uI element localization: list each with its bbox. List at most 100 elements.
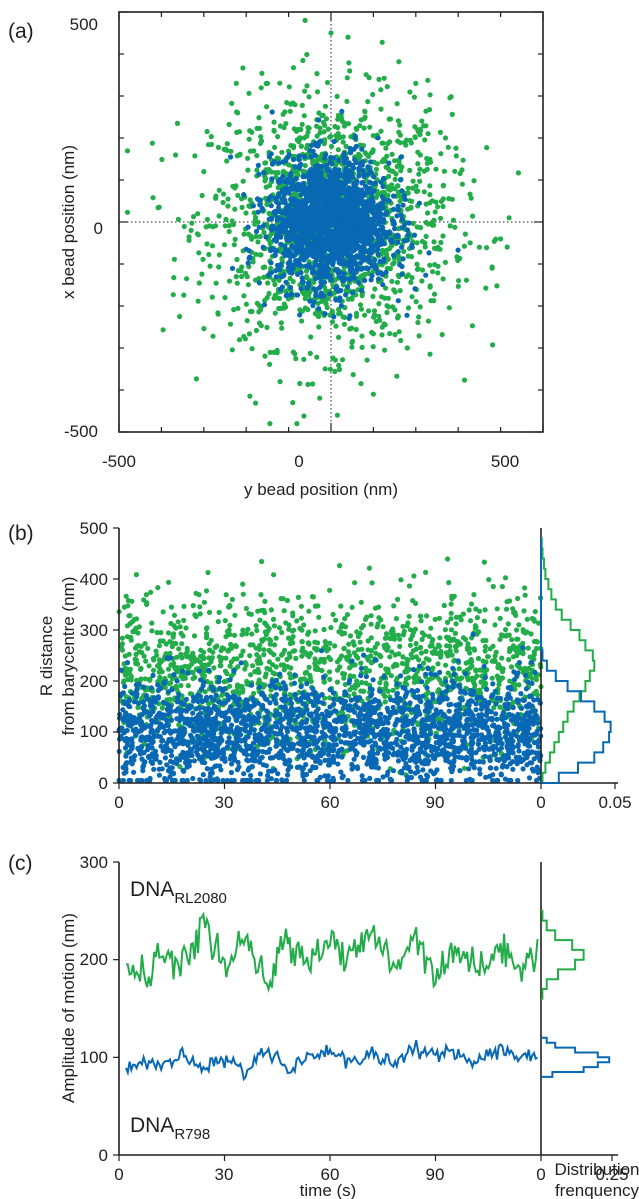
scatter-point-blue (305, 243, 311, 250)
scatter-point-green (431, 239, 437, 245)
scatter-point-green (244, 318, 250, 324)
scatter-point-blue (334, 267, 341, 273)
scatter-point-blue (346, 244, 352, 250)
scatter-point-green (513, 627, 520, 633)
scatter-point-green (434, 246, 440, 252)
scatter-point-blue (353, 143, 359, 149)
scatter-point-green (357, 639, 363, 645)
scatter-point-green (280, 111, 286, 117)
scatter-point-blue (336, 259, 342, 266)
scatter-point-green (293, 356, 299, 362)
scatter-point-green (405, 305, 412, 311)
scatter-point-green (240, 65, 246, 71)
scatter-point-green (231, 632, 238, 638)
scatter-point-blue (520, 766, 526, 772)
scatter-point-green (503, 606, 510, 612)
scatter-point-blue (367, 199, 374, 205)
scatter-point-green (459, 181, 465, 187)
scatter-point-green (274, 347, 280, 353)
scatter-point-green (245, 282, 251, 288)
scatter-point-green (427, 92, 433, 98)
scatter-point-green (433, 166, 439, 172)
scatter-point-blue (338, 208, 344, 214)
scatter-point-green (446, 305, 452, 311)
scatter-point-blue (312, 236, 318, 242)
scatter-point-green (171, 631, 177, 637)
scatter-point-green (468, 195, 474, 201)
scatter-point-green (489, 265, 495, 271)
scatter-point-blue (391, 206, 397, 212)
scatter-point-green (312, 639, 318, 645)
scatter-point-green (462, 636, 469, 643)
scatter-point-blue (380, 175, 387, 182)
scatter-point-green (240, 178, 246, 184)
scatter-point-green (272, 310, 278, 316)
scatter-point-green (258, 134, 264, 140)
scatter-point-green (157, 676, 163, 682)
scatter-point-green (314, 158, 320, 164)
scatter-point-blue (366, 254, 372, 260)
scatter-point-green (201, 326, 207, 332)
scatter-point-green (165, 630, 172, 636)
scatter-point-green (181, 617, 187, 624)
scatter-point-green (497, 615, 503, 622)
scatter-point-green (389, 649, 395, 655)
scatter-point-green (429, 639, 435, 645)
scatter-point-blue (411, 232, 418, 238)
scatter-point-green (438, 198, 444, 204)
scatter-point-green (267, 641, 273, 647)
scatter-point-blue (383, 229, 389, 236)
scatter-point-green (171, 612, 178, 618)
scatter-point-green (474, 615, 480, 621)
scatter-point-green (396, 129, 402, 135)
scatter-point-green (423, 233, 429, 239)
scatter-point-green (256, 320, 263, 326)
scatter-point-blue (290, 262, 296, 268)
scatter-point-green (222, 146, 229, 152)
scatter-point-blue (325, 168, 331, 174)
scatter-point-green (471, 647, 478, 653)
scatter-point-green (408, 140, 414, 146)
scatter-point-blue (354, 197, 360, 204)
scatter-point-green (336, 306, 342, 313)
scatter-point-green (270, 616, 277, 623)
scatter-point-blue (253, 228, 260, 235)
scatter-point-green (322, 137, 328, 143)
scatter-point-blue (382, 211, 389, 217)
scatter-point-blue (368, 159, 374, 165)
scatter-point-blue (280, 229, 286, 235)
scatter-point-green (383, 164, 389, 170)
scatter-point-green (239, 273, 245, 280)
scatter-point-blue (324, 236, 330, 242)
scatter-point-green (376, 301, 382, 307)
scatter-point-green (299, 648, 305, 654)
scatter-point-green (247, 148, 254, 154)
scatter-point-blue (274, 226, 280, 232)
scatter-point-blue (229, 265, 236, 271)
scatter-point-green (426, 633, 432, 639)
scatter-point-green (379, 324, 385, 330)
scatter-point-green (371, 312, 378, 318)
scatter-point-green (407, 627, 414, 633)
scatter-point-blue (276, 267, 283, 273)
scatter-point-green (440, 203, 446, 210)
scatter-point-green (353, 313, 360, 319)
scatter-point-blue (290, 156, 297, 163)
scatter-point-green (229, 100, 235, 106)
scatter-point-blue (313, 261, 319, 268)
scatter-point-green (415, 161, 421, 167)
scatter-point-blue (304, 285, 310, 291)
scatter-point-green (443, 662, 449, 668)
scatter-point-green (294, 421, 300, 427)
scatter-point-green (287, 108, 293, 114)
scatter-point-green (192, 612, 198, 618)
scatter-point-green (327, 366, 333, 372)
scatter-point-green (247, 197, 253, 203)
scatter-point-blue (353, 268, 359, 274)
scatter-point-blue (321, 293, 327, 299)
scatter-point-green (293, 655, 299, 662)
scatter-point-green (481, 618, 488, 624)
scatter-point-green (316, 110, 322, 116)
scatter-point-green (499, 675, 506, 681)
scatter-point-green (452, 168, 458, 174)
